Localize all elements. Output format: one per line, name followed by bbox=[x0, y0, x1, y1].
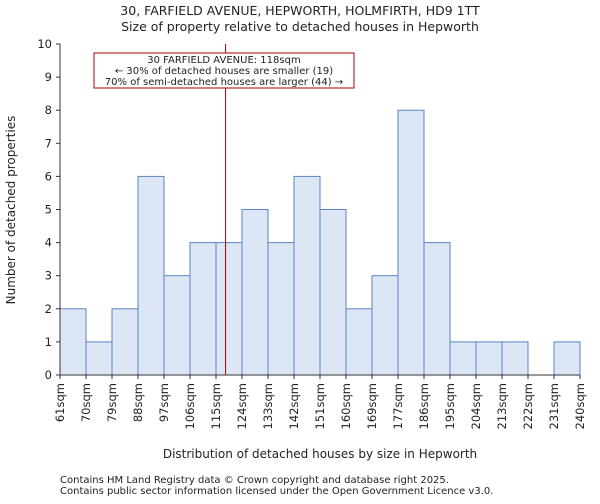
bar-195sqm bbox=[449, 341, 477, 376]
x-tick-label: 222sqm bbox=[521, 383, 535, 429]
y-tick-label: 6 bbox=[45, 169, 52, 183]
x-tick-label: 124sqm bbox=[235, 383, 249, 429]
chart-title-line1: 30, FARFIELD AVENUE, HEPWORTH, HOLMFIRTH… bbox=[120, 3, 480, 18]
bar-79sqm bbox=[111, 308, 139, 376]
footer-line1: Contains HM Land Registry data © Crown c… bbox=[60, 475, 449, 486]
annotation-line3: 70% of semi-detached houses are larger (… bbox=[105, 77, 343, 88]
bar-151sqm bbox=[319, 209, 347, 376]
chart-title-line2: Size of property relative to detached ho… bbox=[121, 19, 479, 34]
bar-61sqm bbox=[59, 308, 87, 376]
annotation-border bbox=[93, 52, 355, 89]
bar-115sqm bbox=[215, 242, 243, 376]
footer-line2: Contains public sector information licen… bbox=[60, 486, 493, 497]
x-tick-label: 61sqm bbox=[53, 383, 67, 422]
x-tick-label: 133sqm bbox=[261, 383, 275, 429]
x-tick-label: 106sqm bbox=[183, 383, 197, 429]
x-tick-label: 79sqm bbox=[105, 383, 119, 422]
y-tick-label: 8 bbox=[45, 103, 52, 117]
y-tick-label: 3 bbox=[45, 269, 52, 283]
x-tick-label: 88sqm bbox=[131, 383, 145, 422]
x-tick-label: 240sqm bbox=[573, 383, 587, 429]
x-tick-label: 213sqm bbox=[495, 383, 509, 429]
x-tick-label: 169sqm bbox=[365, 383, 379, 429]
bar-142sqm bbox=[293, 175, 321, 376]
y-tick-label: 1 bbox=[45, 335, 52, 349]
bar-88sqm bbox=[137, 175, 165, 376]
bar-160sqm bbox=[345, 308, 373, 376]
bar-213sqm bbox=[501, 341, 529, 376]
bar-204sqm bbox=[475, 341, 503, 376]
y-tick-label: 7 bbox=[45, 136, 52, 150]
x-tick-label: 160sqm bbox=[339, 383, 353, 429]
y-tick-label: 4 bbox=[45, 236, 52, 250]
y-tick-label: 0 bbox=[45, 368, 52, 382]
annotation-line2: ← 30% of detached houses are smaller (19… bbox=[115, 66, 333, 77]
x-tick-label: 177sqm bbox=[391, 383, 405, 429]
y-axis-label: Number of detached properties bbox=[4, 116, 18, 305]
bar-177sqm bbox=[397, 109, 425, 376]
x-tick-label: 186sqm bbox=[417, 383, 431, 429]
x-tick-label: 195sqm bbox=[443, 383, 457, 429]
x-axis-label: Distribution of detached houses by size … bbox=[163, 447, 477, 461]
x-tick-label: 97sqm bbox=[157, 383, 171, 422]
bar-106sqm bbox=[189, 242, 217, 376]
y-tick-label: 5 bbox=[45, 203, 52, 217]
bar-231sqm bbox=[553, 341, 581, 376]
bar-124sqm bbox=[241, 209, 269, 376]
x-tick-label: 70sqm bbox=[79, 383, 93, 422]
annotation-line1: 30 FARFIELD AVENUE: 118sqm bbox=[147, 55, 300, 66]
x-tick-label: 115sqm bbox=[209, 383, 223, 429]
bar-169sqm bbox=[371, 275, 399, 376]
bar-70sqm bbox=[85, 341, 113, 376]
axes-layer: 0 1 2 3 4 5 6 7 8 9 10 61sqm 70sqm 79sqm 88sqm 97sqm 106… bbox=[37, 37, 587, 429]
y-tick-label: 10 bbox=[37, 37, 52, 51]
bar-186sqm bbox=[423, 242, 451, 376]
x-tick-label: 231sqm bbox=[547, 383, 561, 429]
y-tick-label: 2 bbox=[45, 302, 52, 316]
x-tick-label: 204sqm bbox=[469, 383, 483, 429]
bars-layer bbox=[59, 109, 581, 376]
bar-97sqm bbox=[163, 275, 191, 376]
bar-133sqm bbox=[267, 242, 295, 376]
y-tick-label: 9 bbox=[45, 70, 52, 84]
annotation-box: 30 FARFIELD AVENUE: 118sqm ← 30% of deta… bbox=[93, 52, 355, 89]
x-tick-label: 142sqm bbox=[287, 383, 301, 429]
x-tick-label: 151sqm bbox=[313, 383, 327, 429]
